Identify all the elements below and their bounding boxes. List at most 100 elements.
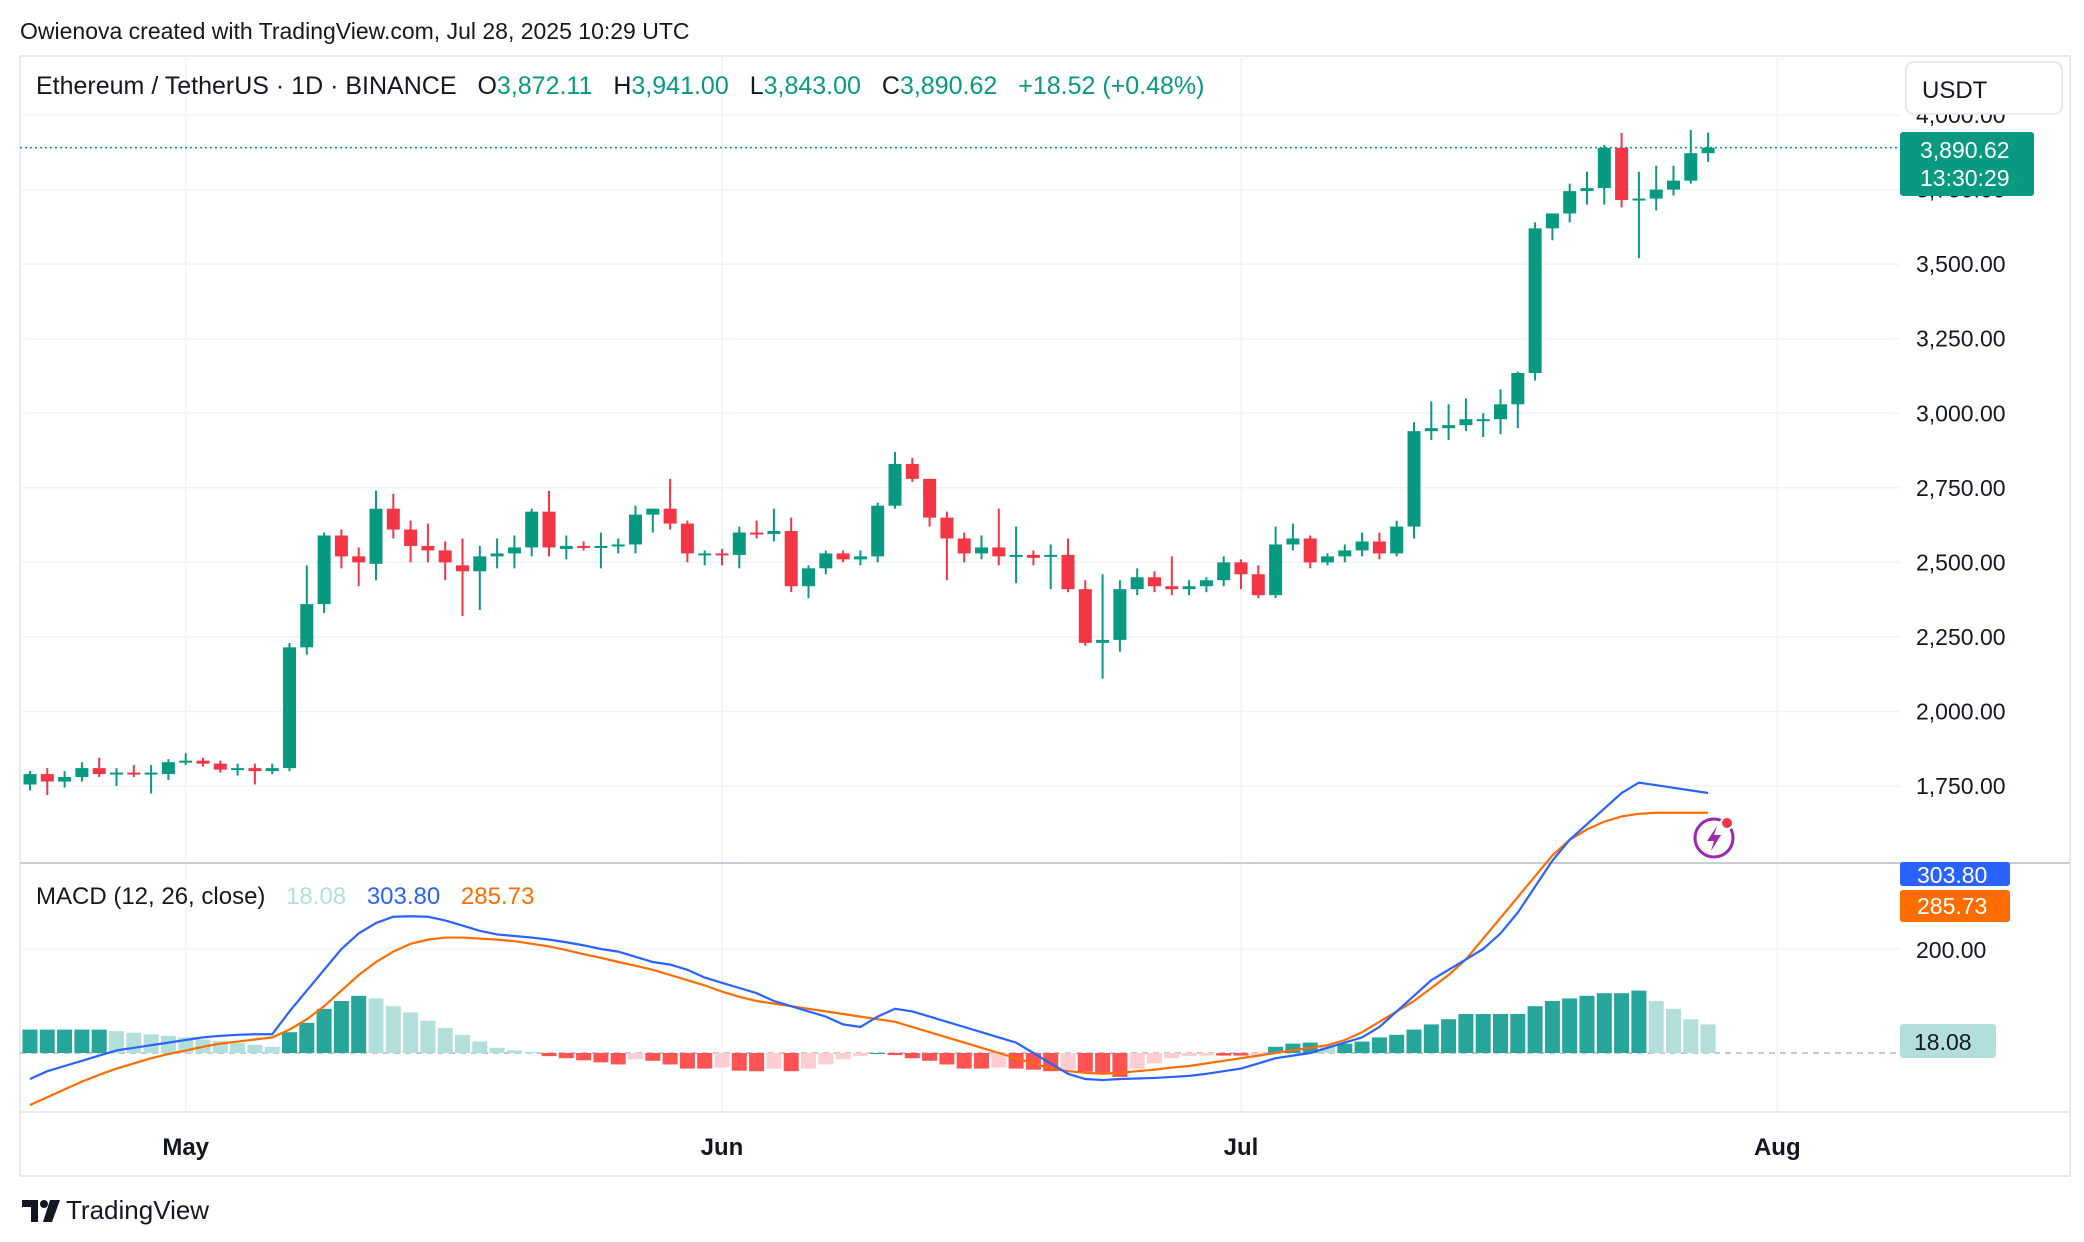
histogram-bar <box>39 1029 55 1053</box>
candle-body <box>1130 577 1144 590</box>
candle-body <box>871 505 885 557</box>
histogram-bar <box>230 1043 246 1053</box>
macd-legend: MACD (12, 26, close) 18.08 303.80 285.73 <box>36 883 534 910</box>
candle <box>179 753 193 766</box>
histogram-bar <box>420 1020 436 1053</box>
histogram-bar <box>645 1053 661 1061</box>
candle <box>421 523 435 563</box>
candle <box>317 532 331 614</box>
candle <box>1701 132 1715 162</box>
candle-body <box>369 508 383 564</box>
candle <box>1667 165 1680 196</box>
footer-brand: TradingView <box>66 1195 209 1225</box>
low-label: L <box>750 72 764 100</box>
candle-body <box>680 523 694 554</box>
macd-value-tag: 303.80 <box>1900 862 2010 888</box>
candle <box>629 505 642 554</box>
candle-body <box>161 762 175 775</box>
candle-body <box>179 760 193 763</box>
candle <box>1061 538 1075 593</box>
histogram-bar <box>974 1053 989 1069</box>
close-value: 3,890.62 <box>900 72 997 100</box>
candle-body <box>1338 550 1352 557</box>
candle-body <box>1372 541 1386 554</box>
candle-body <box>1096 639 1110 643</box>
candle <box>300 565 314 655</box>
candle <box>646 508 660 533</box>
candle-body <box>92 768 106 775</box>
histogram-bar <box>1198 1053 1214 1056</box>
time-grid <box>184 56 1779 1112</box>
candle-body <box>75 768 89 778</box>
time-tick-label: Aug <box>1754 1134 1801 1161</box>
histogram-bar <box>991 1053 1007 1068</box>
candle-body <box>1632 198 1646 201</box>
candle-body <box>646 508 660 515</box>
histogram-bar <box>1233 1053 1249 1056</box>
histogram-bar <box>1354 1041 1370 1053</box>
candle <box>1684 129 1698 184</box>
histogram-bar <box>455 1034 470 1053</box>
candle-body <box>1199 580 1213 587</box>
histogram-bar <box>749 1053 765 1072</box>
candlestick-series <box>23 129 1715 795</box>
histogram-bar <box>403 1012 419 1053</box>
histogram-bar <box>1060 1053 1076 1070</box>
histogram-bar <box>1475 1014 1491 1053</box>
candle-body <box>1217 562 1231 581</box>
histogram-bar <box>1544 1001 1560 1053</box>
candle <box>957 532 971 563</box>
candle-body <box>629 514 642 545</box>
histogram-bar <box>628 1053 643 1060</box>
histogram-bar <box>541 1053 557 1057</box>
candle-body <box>698 553 712 556</box>
candle <box>438 541 452 581</box>
candle-body <box>1563 191 1577 214</box>
candle-body <box>1234 562 1248 575</box>
candle <box>715 548 729 566</box>
candle <box>1044 544 1058 590</box>
candle-body <box>213 763 227 770</box>
candle-body <box>594 545 608 548</box>
candle <box>23 771 37 791</box>
candle-body <box>1009 554 1023 557</box>
candle-body <box>1044 554 1058 557</box>
histogram-bar <box>489 1047 505 1053</box>
candle <box>767 508 781 542</box>
histogram-bar <box>731 1053 747 1071</box>
histogram-bar <box>57 1029 73 1053</box>
macd-histogram <box>22 990 1716 1077</box>
candle <box>871 502 885 563</box>
currency-button[interactable]: USDT <box>1905 61 2063 115</box>
candle-body <box>1269 544 1283 596</box>
histogram-bar <box>351 995 367 1053</box>
histogram-bar <box>524 1051 540 1053</box>
candle-body <box>438 550 452 563</box>
histogram-bar <box>1181 1053 1197 1057</box>
candle <box>1303 535 1317 569</box>
macd-axis-label: 200.00 <box>1916 937 1986 963</box>
candle <box>905 457 919 482</box>
histogram-bar <box>264 1046 280 1053</box>
histogram-bar <box>143 1034 159 1053</box>
price-tick-label: 2,500.00 <box>1916 549 2006 575</box>
candle <box>1372 532 1386 560</box>
candle <box>802 565 815 599</box>
candle-body <box>334 535 348 557</box>
candle <box>1182 580 1196 596</box>
histogram-bar <box>126 1032 142 1053</box>
candle-body <box>975 547 988 554</box>
time-tick-label: Jun <box>701 1134 744 1161</box>
lightning-icon[interactable] <box>1693 816 1735 859</box>
open-label: O <box>477 72 496 100</box>
candle-body <box>888 463 902 506</box>
candle <box>386 493 400 539</box>
histogram-bar <box>558 1053 574 1059</box>
candle-body <box>404 529 418 546</box>
candle <box>663 478 677 530</box>
price-tick-label: 2,750.00 <box>1916 475 2006 501</box>
histogram-bar <box>662 1053 678 1065</box>
histogram-bar <box>679 1053 695 1069</box>
candle-body <box>1390 526 1404 554</box>
candle-body <box>490 553 504 557</box>
